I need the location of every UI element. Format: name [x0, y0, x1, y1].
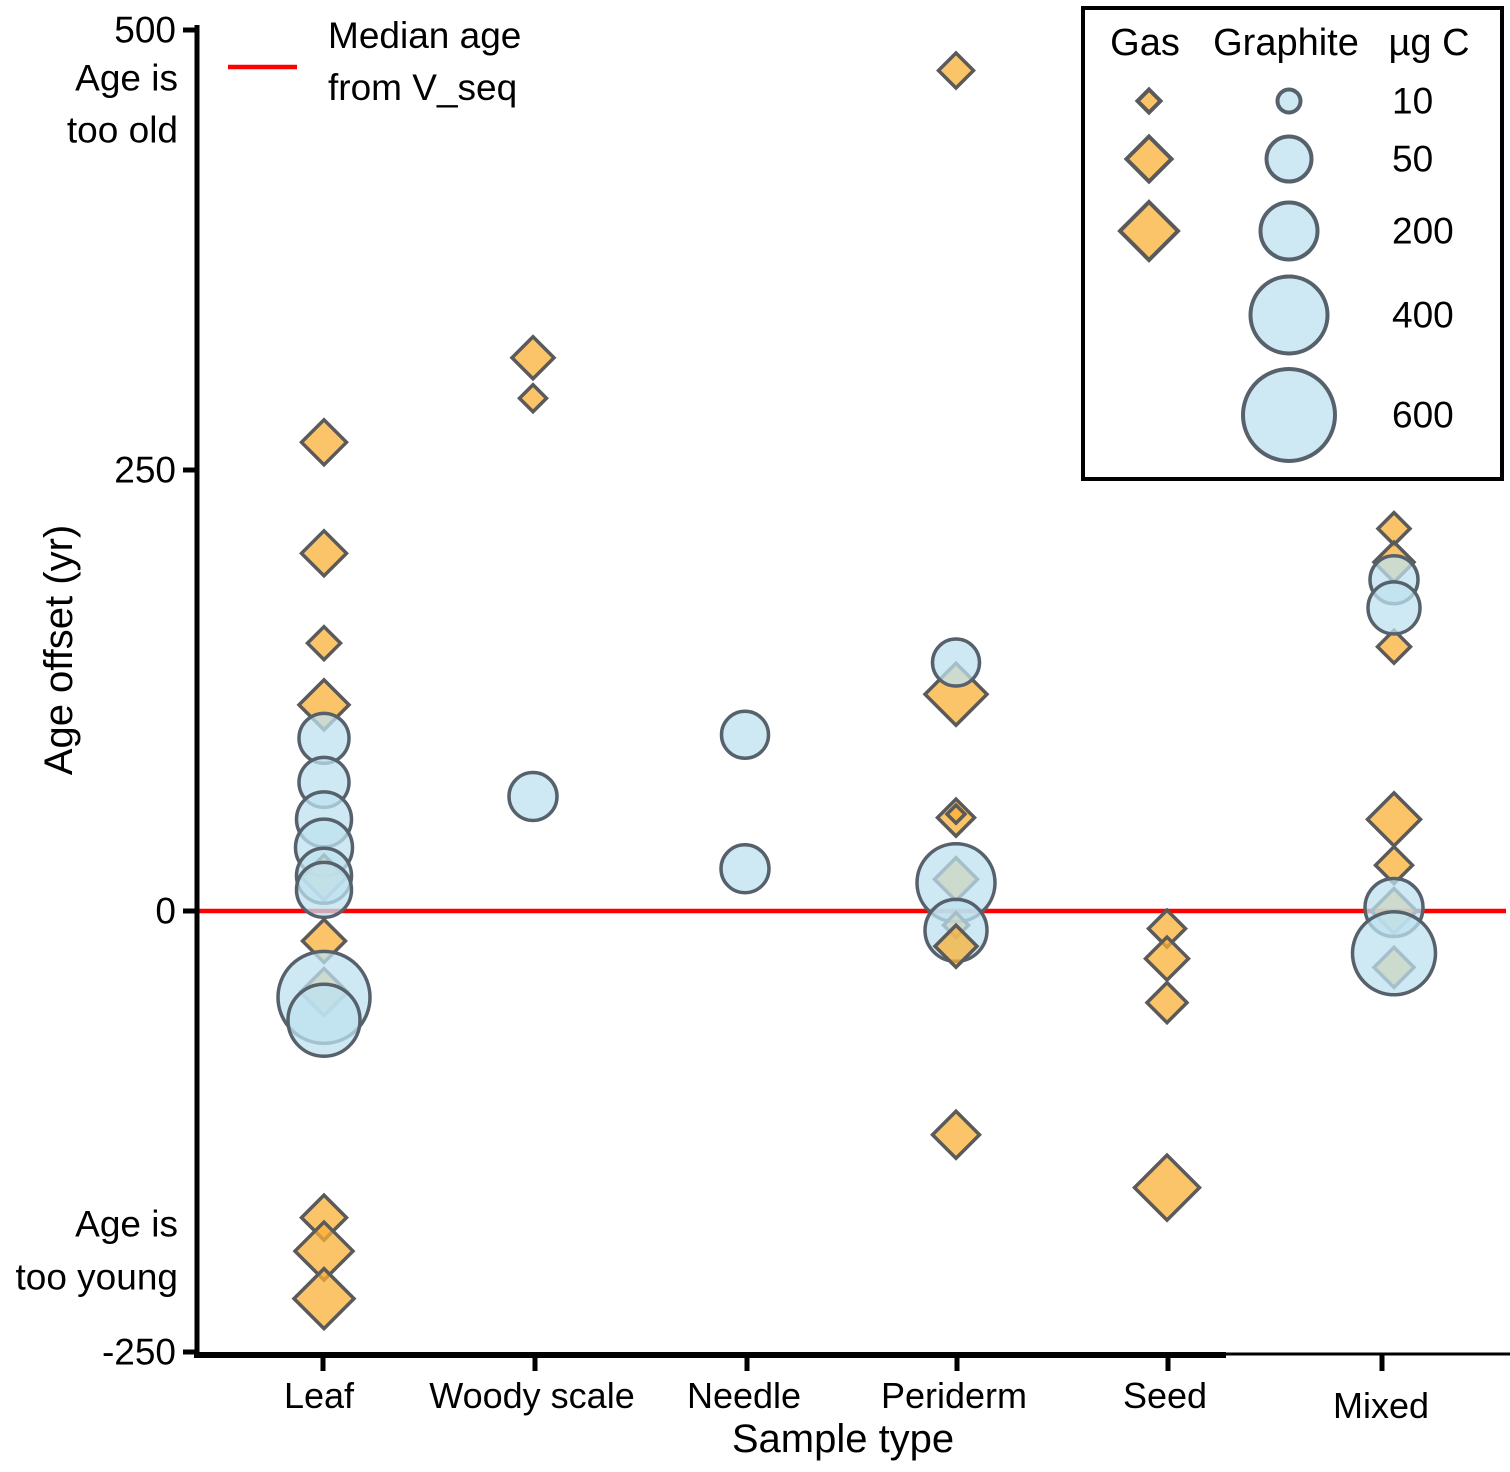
graphite-data-point	[1264, 134, 1314, 184]
gas-data-point	[1143, 934, 1191, 983]
axis-annotations: Age is too old Age is too young	[15, 58, 178, 1298]
graphite-data-point	[1350, 910, 1438, 997]
graphite-data-point	[1241, 367, 1337, 463]
y-label-0: 0	[155, 891, 176, 932]
gas-data-point	[1123, 133, 1175, 185]
data-points-layer	[276, 50, 1438, 1332]
gas-data-point	[1134, 86, 1164, 116]
annotation-too-old-line2: too old	[67, 110, 178, 151]
annotation-too-young-line2: too young	[15, 1257, 178, 1298]
y-label-500: 500	[114, 10, 176, 51]
legend-markers	[1117, 86, 1337, 463]
gas-data-point	[517, 382, 549, 415]
legend-size-50: 50	[1392, 139, 1433, 180]
legend-header-graphite: Graphite	[1213, 22, 1359, 64]
gas-data-point	[1365, 790, 1423, 849]
cat-label-periderm: Periderm	[881, 1375, 1027, 1416]
gas-data-point	[305, 624, 343, 663]
graphite-data-point	[1275, 87, 1303, 115]
legend-header-ugc: µg C	[1388, 22, 1469, 64]
graphite-data-point	[930, 637, 982, 688]
legend-size-600: 600	[1392, 395, 1454, 436]
x-category-labels: Leaf Woody scale Needle Periderm Seed Mi…	[284, 1375, 1429, 1426]
gas-data-point	[299, 417, 349, 468]
annotation-too-young-line1: Age is	[75, 1204, 178, 1245]
gas-data-point	[936, 50, 976, 91]
graphite-data-point	[1248, 274, 1330, 356]
legend-header-gas: Gas	[1110, 22, 1180, 64]
gas-data-point	[1375, 627, 1413, 666]
y-tick-labels: 500 250 0 -250	[102, 10, 176, 1373]
cat-label-needle: Needle	[687, 1375, 801, 1416]
median-legend-line2: from V_seq	[328, 67, 517, 108]
y-axis-title: Age offset (yr)	[37, 525, 81, 775]
gas-data-point	[299, 528, 349, 579]
graphite-data-point	[294, 860, 354, 920]
cat-label-leaf: Leaf	[284, 1375, 355, 1416]
y-label-250: 250	[114, 450, 176, 491]
x-axis-title: Sample type	[732, 1417, 954, 1461]
graphite-data-point	[719, 842, 771, 895]
median-legend-line1: Median age	[328, 15, 521, 56]
graphite-data-point	[507, 770, 559, 823]
gas-data-point	[1144, 980, 1190, 1026]
cat-label-woody-scale: Woody scale	[429, 1375, 634, 1416]
graphite-data-point	[1258, 200, 1320, 262]
cat-label-seed: Seed	[1123, 1375, 1207, 1416]
annotation-too-old-line1: Age is	[75, 58, 178, 99]
gas-data-point	[932, 922, 980, 970]
legend-size-400: 400	[1392, 295, 1454, 336]
median-line-legend: Median age from V_seq	[228, 15, 521, 108]
gas-data-point	[944, 802, 968, 826]
graphite-data-point	[286, 982, 362, 1058]
gas-data-point	[1132, 1152, 1202, 1223]
cat-label-mixed: Mixed	[1333, 1385, 1429, 1426]
graphite-data-point	[1366, 580, 1422, 636]
y-label-n250: -250	[102, 1332, 176, 1373]
gas-data-point	[930, 1108, 982, 1161]
legend-size-200: 200	[1392, 211, 1454, 252]
size-legend: Gas Graphite µg C 10 50 200 400 600	[1081, 6, 1504, 481]
graphite-data-point	[719, 709, 771, 761]
legend-size-10: 10	[1392, 81, 1433, 122]
axes	[183, 25, 1510, 1371]
gas-data-point	[1117, 199, 1181, 263]
gas-data-point	[509, 334, 557, 382]
gas-data-point	[291, 1266, 357, 1332]
